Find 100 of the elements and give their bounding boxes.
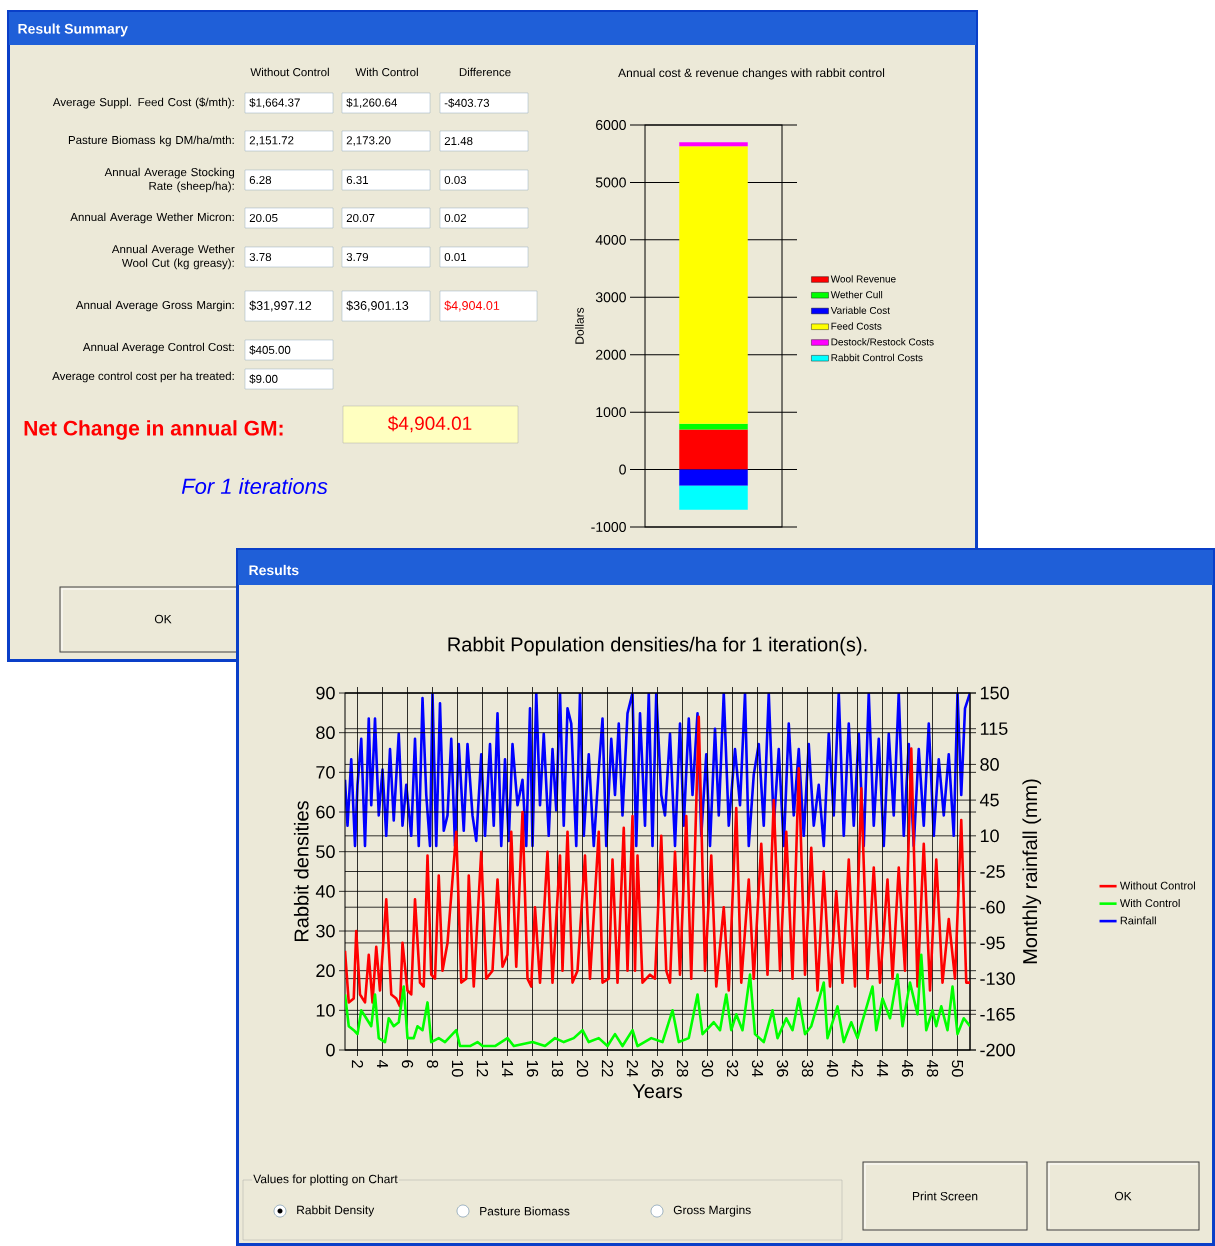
y2-axis-title: Monthly rainfall (mm) — [1022, 779, 1042, 964]
y2-tick-label: -200 — [980, 1043, 1015, 1057]
x-tick-label: 46 — [901, 1059, 914, 1077]
legend-label: With Control — [1119, 898, 1180, 907]
text: Difference — [459, 67, 511, 77]
y2-tick-label: 10 — [980, 829, 999, 843]
y-axis-title: Rabbit densities — [293, 801, 309, 942]
text: -$403.73 — [444, 98, 490, 108]
y-tick-label: 0 — [326, 1043, 335, 1057]
x-tick-label: 20 — [576, 1060, 589, 1077]
x-tick-label: 18 — [551, 1060, 564, 1077]
x-tick-label: 50 — [951, 1060, 964, 1077]
text: For 1 iterations — [181, 477, 328, 495]
bar — [679, 146, 748, 424]
text: Annual Average Gross Margin: — [75, 300, 234, 312]
legend-label: Feed Costs — [831, 322, 882, 330]
y-tick-label: 4000 — [595, 234, 626, 245]
x-tick-label: 44 — [877, 1059, 889, 1077]
text: Results — [249, 564, 299, 576]
text: $1,664.37 — [249, 98, 300, 108]
y2-tick-label: 150 — [980, 686, 1009, 700]
legend-label: Variable Cost — [830, 306, 890, 314]
text: 2,173.20 — [346, 136, 391, 146]
y-tick-label: 3000 — [595, 292, 626, 303]
text: 0.01 — [444, 252, 467, 262]
x-tick-label: 24 — [626, 1060, 639, 1077]
y-tick-label: 5000 — [595, 177, 626, 188]
text: Rabbit Density — [297, 1205, 375, 1217]
text: 20.05 — [249, 213, 278, 223]
x-tick-label: 32 — [726, 1060, 739, 1077]
text: 3.78 — [249, 252, 272, 262]
text: OK — [1114, 1191, 1132, 1201]
line-series — [345, 715, 971, 1008]
line-series — [345, 693, 971, 848]
legend-label: Wool Revenue — [830, 275, 896, 283]
y-tick-label: 6000 — [596, 120, 626, 130]
x-axis-title: Years — [632, 1084, 682, 1099]
y-tick-label: 40 — [315, 884, 335, 898]
chart-title: Annual cost & revenue changes with rabbit control — [618, 68, 885, 80]
bar — [679, 429, 748, 470]
y-tick-label: 50 — [316, 845, 335, 859]
text: Without Control — [250, 67, 329, 77]
text: 21.48 — [444, 136, 473, 146]
line-series — [345, 953, 971, 1048]
text: 20.07 — [346, 213, 375, 223]
x-tick-label: 4 — [377, 1059, 389, 1068]
legend-label: Wether Cull — [830, 290, 883, 299]
x-tick-label: 48 — [926, 1059, 939, 1077]
y-tick-label: 60 — [316, 805, 335, 819]
text: 0.03 — [444, 175, 467, 185]
y-axis-title: Dollars — [575, 307, 584, 344]
x-tick-label: 26 — [651, 1060, 664, 1077]
x-tick-label: 42 — [851, 1059, 864, 1077]
y-tick-label: 20 — [316, 964, 335, 978]
text: Annual Average Stocking Rate (sheep/ha): — [104, 167, 235, 193]
text: $405.00 — [249, 345, 291, 355]
x-tick-label: 6 — [401, 1060, 414, 1068]
text: Gross Margins — [673, 1205, 751, 1217]
text: Average control cost per ha treated: — [52, 371, 234, 383]
x-tick-label: 16 — [526, 1060, 539, 1077]
text: 6.28 — [249, 175, 272, 185]
text: Result Summary — [18, 23, 128, 37]
y-tick-label: 90 — [316, 686, 335, 700]
x-tick-label: 12 — [476, 1060, 489, 1077]
legend-label: Destock/Restock Costs — [831, 338, 934, 346]
y-tick-label: 70 — [316, 765, 335, 779]
text: $31,997.12 — [249, 300, 312, 312]
y2-tick-label: 80 — [980, 758, 999, 771]
text: OK — [154, 614, 172, 624]
legend-label: Without Control — [1119, 881, 1195, 890]
text: Net Change in annual GM: — [24, 420, 283, 440]
y-tick-label: 0 — [619, 464, 626, 475]
x-tick-label: 30 — [701, 1060, 714, 1077]
bar — [679, 142, 748, 147]
text: 3.79 — [346, 252, 369, 262]
text: $4,904.01 — [444, 300, 500, 312]
text: Pasture Biomass — [480, 1206, 570, 1216]
y-tick-label: -1000 — [591, 522, 626, 532]
text: Annual Average Wether Wool Cut (kg greasy): — [111, 244, 235, 270]
x-tick-label: 10 — [451, 1060, 464, 1077]
bar — [679, 469, 748, 486]
y2-tick-label: -95 — [980, 936, 1005, 950]
legend-label: Rainfall — [1120, 916, 1156, 925]
y2-tick-label: -165 — [980, 1007, 1015, 1021]
text: $4,904.01 — [387, 415, 472, 433]
x-tick-label: 36 — [776, 1060, 789, 1077]
x-tick-label: 28 — [676, 1060, 689, 1077]
x-tick-label: 22 — [601, 1060, 614, 1077]
legend-label: Rabbit Control Costs — [831, 353, 923, 362]
x-tick-label: 2 — [351, 1060, 364, 1068]
text: 2,151.72 — [249, 136, 294, 146]
y2-tick-label: -25 — [980, 865, 1005, 878]
bar — [679, 485, 748, 510]
y2-tick-label: 45 — [979, 793, 999, 807]
text: 0.02 — [444, 213, 467, 223]
x-tick-label: 14 — [502, 1060, 514, 1077]
text: Print Screen — [912, 1191, 978, 1201]
y-tick-label: 80 — [316, 726, 335, 740]
text: With Control — [355, 67, 418, 77]
y-tick-label: 2000 — [596, 349, 626, 360]
